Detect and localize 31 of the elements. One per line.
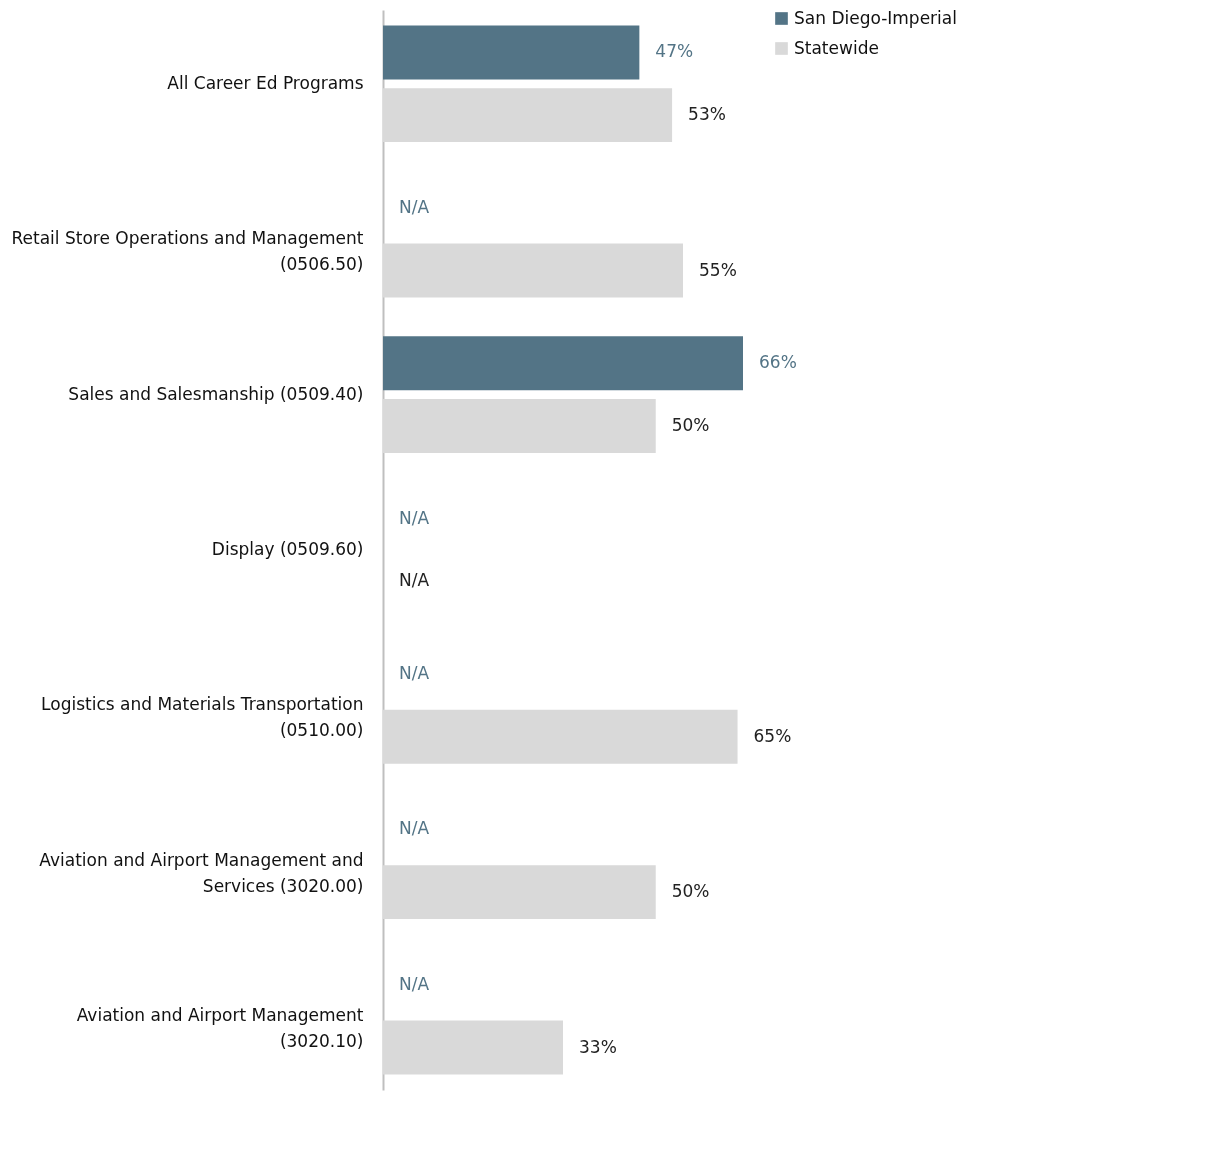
legend-label: Statewide [794, 37, 879, 58]
text: N/A [399, 973, 430, 994]
data-label: 50% [671, 881, 710, 902]
text: N/A [399, 507, 430, 528]
bar [383, 1020, 563, 1075]
bar [383, 398, 656, 453]
text: N/A [399, 818, 430, 839]
data-label: 50% [671, 414, 710, 435]
bar [383, 709, 738, 764]
y-tick-label: Retail Store Operations and Management (0506.50) [11, 228, 364, 275]
y-tick-label: Display (0509.60) [211, 539, 364, 559]
text: N/A [399, 663, 430, 684]
y-tick-label: All Career Ed Programs [167, 72, 364, 93]
bar [383, 243, 683, 298]
text: N/A [399, 570, 430, 591]
data-label: 33% [579, 1036, 617, 1057]
text: N/A [399, 196, 430, 217]
data-label: 55% [699, 259, 737, 280]
bar [383, 88, 673, 143]
data-label: 66% [759, 352, 797, 373]
bar [383, 865, 656, 920]
bar [383, 25, 640, 80]
data-label: 53% [688, 104, 726, 125]
legend-label: San Diego-Imperial [794, 7, 957, 28]
data-label: 65% [753, 725, 792, 746]
y-tick-label: Aviation and Airport Management (3020.10) [76, 1005, 364, 1052]
y-tick-label: Aviation and Airport Management and Services (3020.00) [39, 849, 364, 896]
bar [383, 336, 743, 391]
y-tick-label: Logistics and Materials Transportation (0510.00) [41, 694, 364, 741]
y-tick-label: Sales and Salesmanship (0509.40) [68, 383, 364, 404]
data-label: 47% [655, 41, 694, 62]
